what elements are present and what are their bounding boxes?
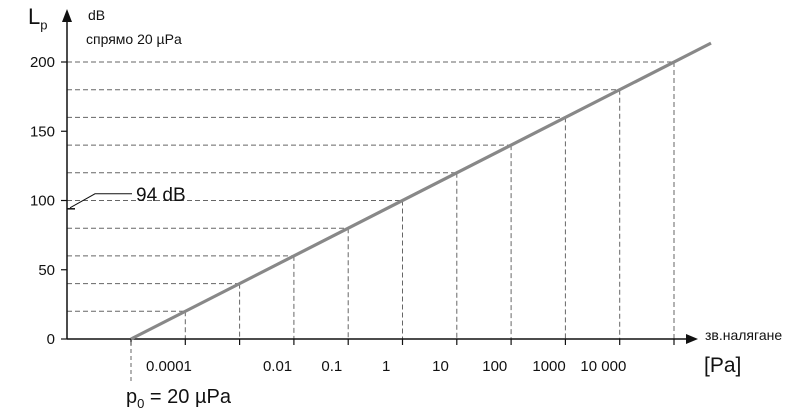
p0-subscript: 0 [137,396,145,411]
p0-main: p [126,386,138,408]
x-tick-label: 10 [432,358,449,375]
y-axis-symbol-main: L [28,4,41,29]
x-tick-label: 1000 [532,358,565,375]
x-axis-label: зв.налягане [705,327,783,343]
y-tick-label: 0 [47,331,55,348]
x-axis-unit: [Pa] [704,354,742,377]
y-tick-label: 100 [30,193,55,210]
marker-94-leader [69,193,132,209]
x-tick-label: 0.01 [263,358,292,375]
reference-pressure-label: p0 = 20 µPa [126,386,231,411]
y-tick-label: 150 [30,123,55,140]
series-line [130,41,712,341]
y-axis-unit: dB [88,7,106,23]
y-axis-arrow [62,9,72,22]
x-axis-arrow [686,334,698,344]
y-tick-label: 200 [30,54,55,71]
y-axis-symbol-subscript: p [40,17,48,33]
y-axis-symbol: Lp [28,4,47,32]
x-tick-label: 10 000 [580,358,626,375]
x-tick-label: 1 [382,358,390,375]
p0-value: = 20 µPa [144,386,231,408]
y-tick-label: 50 [38,262,55,279]
marker-94-db-label: 94 dB [136,185,186,206]
x-tick-label: 0.1 [321,358,342,375]
x-tick-label: 100 [482,358,507,375]
x-tick-label: 0.0001 [146,358,192,375]
reference-label: спрямо 20 µPa [86,31,182,47]
